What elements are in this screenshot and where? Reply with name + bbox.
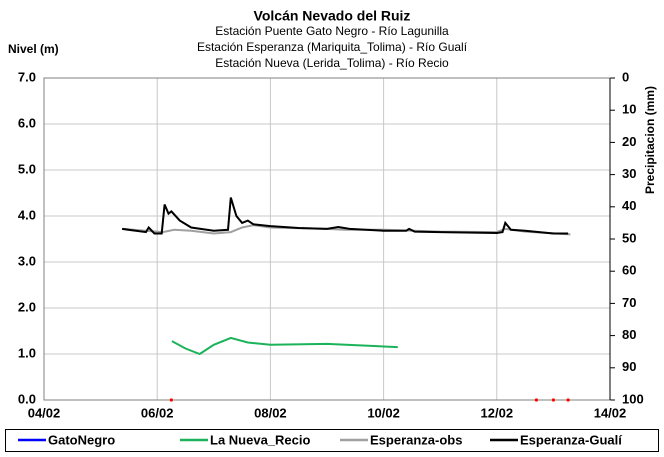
subtitle: Estación Esperanza (Mariquita_Tolima) - … [197, 40, 468, 54]
series-line [171, 336, 398, 356]
x-tick-label: 10/02 [367, 405, 400, 420]
x-tick-label: 08/02 [254, 405, 287, 420]
legend-label: Esperanza-obs [370, 432, 462, 447]
y2-tick-label: 50 [622, 230, 636, 245]
y-tick-label: 6.0 [18, 115, 36, 130]
y2-tick-label: 0 [622, 69, 629, 84]
series-line [123, 224, 571, 236]
point [551, 398, 556, 402]
y2-axis-label: Precipitacion (mm) [643, 86, 657, 194]
series-line [121, 197, 569, 235]
y-axis-label: Nivel (m) [8, 42, 59, 56]
x-tick-label: 14/02 [594, 405, 627, 420]
y2-tick-label: 40 [622, 198, 636, 213]
y2-tick-label: 10 [622, 102, 636, 117]
point [566, 398, 570, 402]
y2-tick-label: 90 [622, 359, 636, 374]
point [169, 398, 173, 402]
point [534, 398, 539, 402]
y-tick-label: 4.0 [18, 207, 36, 222]
y-tick-label: 5.0 [18, 161, 36, 176]
y-tick-label: 1.0 [18, 345, 36, 360]
legend-label: Esperanza-Gualí [520, 432, 622, 447]
y2-tick-label: 20 [622, 134, 636, 149]
subtitle: Estación Nueva (Lerida_Tolima) - Río Rec… [215, 56, 449, 70]
chart-title: Volcán Nevado del Ruiz [254, 8, 411, 24]
x-tick-label: 06/02 [141, 405, 174, 420]
y-tick-label: 2.0 [18, 299, 36, 314]
y2-tick-label: 30 [622, 166, 636, 181]
y2-tick-label: 80 [622, 327, 636, 342]
legend-label: La Nueva_Recio [210, 432, 310, 447]
y-tick-label: 3.0 [18, 253, 36, 268]
subtitle: Estación Puente Gato Negro - Río Lagunil… [215, 24, 449, 38]
x-tick-label: 04/02 [28, 405, 61, 420]
y2-tick-label: 60 [622, 263, 636, 278]
y2-tick-label: 100 [622, 391, 644, 406]
legend [5, 429, 659, 452]
legend-label: GatoNegro [48, 432, 115, 447]
x-tick-label: 12/02 [481, 405, 514, 420]
y-tick-label: 7.0 [18, 69, 36, 84]
y2-tick-label: 70 [622, 295, 636, 310]
y-tick-label: 0.0 [18, 391, 36, 406]
